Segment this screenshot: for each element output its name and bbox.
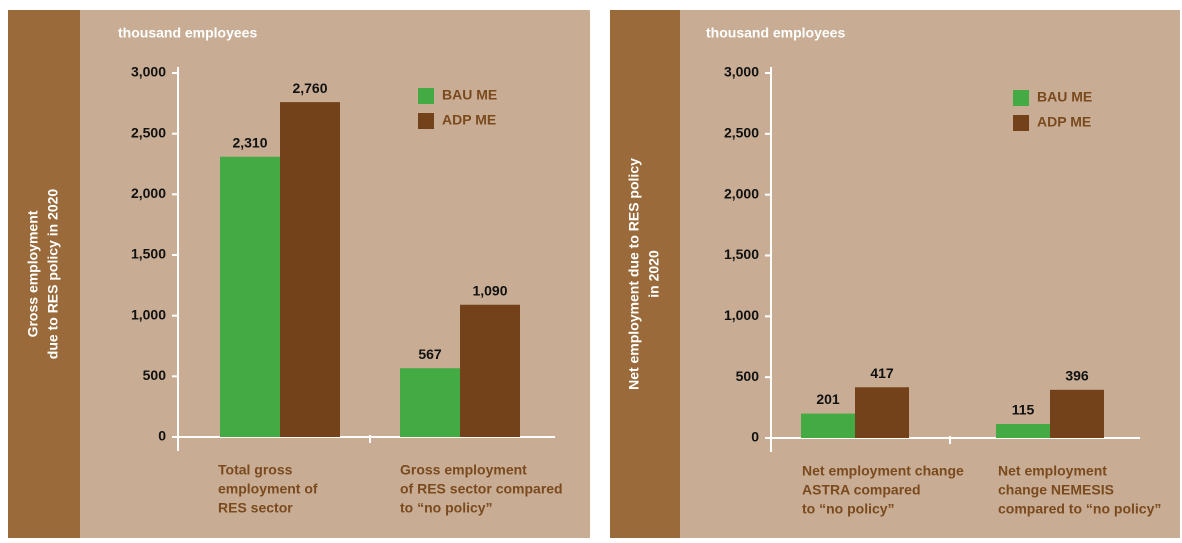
y-tick-label: 1,000 xyxy=(724,307,759,323)
data-label: 2,760 xyxy=(292,80,327,96)
x-category-label: employment of xyxy=(218,481,318,497)
legend-swatch xyxy=(1013,115,1029,131)
x-category-label: Net employment xyxy=(998,463,1107,479)
bar xyxy=(280,102,340,438)
y-tick-label: 2,000 xyxy=(724,185,759,201)
bar xyxy=(996,424,1050,438)
legend-label: ADP ME xyxy=(1037,114,1091,130)
y-tick-label: 0 xyxy=(158,428,166,444)
bar xyxy=(460,304,520,437)
x-category-label: of RES sector compared xyxy=(400,481,563,497)
unit-label: thousand employees xyxy=(118,25,257,41)
legend-swatch xyxy=(418,88,434,104)
x-category-label: to “no policy” xyxy=(802,501,895,517)
y-tick-label: 1,500 xyxy=(724,246,759,262)
bar xyxy=(801,413,855,438)
y-tick-label: 1,000 xyxy=(131,306,166,322)
data-label: 115 xyxy=(1012,402,1035,418)
y-tick-label: 1,500 xyxy=(131,246,166,262)
legend-label: ADP ME xyxy=(442,112,496,128)
bar xyxy=(1050,389,1104,438)
y-tick-label: 500 xyxy=(143,367,167,383)
data-label: 1,090 xyxy=(472,282,507,298)
x-category-label: Gross employment xyxy=(400,462,527,478)
y-tick-label: 500 xyxy=(736,368,760,384)
side-title: Net employment due to RES policy xyxy=(626,158,642,390)
legend-swatch xyxy=(418,113,434,129)
panel-bg xyxy=(610,10,1180,538)
data-label: 417 xyxy=(870,365,894,381)
legend-label: BAU ME xyxy=(442,87,497,103)
side-title: in 2020 xyxy=(646,250,662,298)
y-tick-label: 3,000 xyxy=(724,64,759,80)
side-strip xyxy=(610,10,680,538)
unit-label: thousand employees xyxy=(706,25,845,41)
legend-label: BAU ME xyxy=(1037,89,1092,105)
side-title: Gross employment xyxy=(25,210,41,337)
x-category-label: compared to “no policy” xyxy=(998,501,1161,517)
side-title: due to RES policy in 2020 xyxy=(45,189,61,360)
data-label: 567 xyxy=(418,346,442,362)
y-tick-label: 0 xyxy=(751,429,759,445)
bar xyxy=(400,368,460,437)
x-category-label: ASTRA compared xyxy=(802,482,921,498)
side-strip xyxy=(8,10,80,538)
bar xyxy=(855,387,909,438)
y-tick-label: 2,500 xyxy=(724,125,759,141)
x-category-label: to “no policy” xyxy=(400,500,493,516)
legend-swatch xyxy=(1013,90,1029,106)
x-category-label: Net employment change xyxy=(802,463,964,479)
x-category-label: Total gross xyxy=(218,462,293,478)
x-category-label: RES sector xyxy=(218,500,293,516)
y-tick-label: 2,000 xyxy=(131,185,166,201)
data-label: 201 xyxy=(816,391,840,407)
x-category-label: change NEMESIS xyxy=(998,482,1114,498)
y-tick-label: 2,500 xyxy=(131,124,166,140)
data-label: 2,310 xyxy=(232,134,267,150)
data-label: 396 xyxy=(1065,368,1089,384)
bar xyxy=(220,156,280,437)
y-tick-label: 3,000 xyxy=(131,64,166,80)
